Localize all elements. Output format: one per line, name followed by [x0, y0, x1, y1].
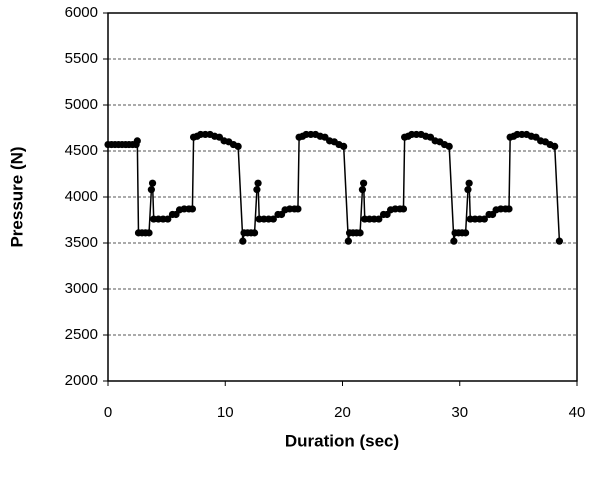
- y-tick-label: 5000: [65, 96, 98, 113]
- data-point: [450, 237, 458, 245]
- data-point: [551, 142, 559, 150]
- data-point: [188, 205, 197, 213]
- data-point: [250, 229, 259, 237]
- x-tick-label: 30: [451, 404, 468, 421]
- data-point: [399, 205, 408, 213]
- y-tick-label: 3000: [65, 280, 98, 297]
- data-point: [360, 179, 368, 187]
- data-point: [465, 179, 473, 187]
- x-tick-label: 0: [104, 404, 112, 421]
- data-point: [464, 186, 472, 194]
- data-point: [340, 142, 348, 150]
- data-point: [445, 142, 453, 150]
- data-point: [164, 215, 172, 223]
- data-point: [254, 179, 262, 187]
- y-tick-label: 4000: [65, 188, 98, 205]
- y-tick-label: 6000: [65, 4, 98, 21]
- x-tick-label: 20: [334, 404, 351, 421]
- data-point: [234, 142, 242, 150]
- y-tick-label: 5500: [65, 50, 98, 67]
- x-axis-title: Duration (sec): [285, 431, 399, 450]
- y-tick-label: 2500: [65, 326, 98, 343]
- plot-frame: [107, 12, 578, 382]
- x-tick-label: 10: [217, 404, 234, 421]
- x-tick-label: 40: [569, 404, 586, 421]
- data-point: [344, 237, 352, 245]
- data-point: [505, 205, 513, 213]
- data-point: [356, 229, 364, 237]
- data-point: [269, 215, 277, 223]
- data-point: [147, 186, 155, 194]
- y-tick-label: 3500: [65, 234, 98, 251]
- data-point: [480, 215, 488, 223]
- data-line: [108, 133, 561, 242]
- y-axis-title: Pressure (N): [7, 146, 26, 247]
- data-point: [358, 186, 367, 194]
- data-point: [253, 186, 261, 194]
- data-point: [462, 229, 470, 237]
- y-tick-label: 2000: [65, 372, 98, 389]
- data-point: [148, 179, 157, 187]
- y-tick-label: 4500: [65, 142, 98, 159]
- data-point: [239, 237, 247, 245]
- data-point: [294, 205, 302, 213]
- data-point: [375, 215, 383, 223]
- data-point: [145, 229, 153, 237]
- data-point: [133, 137, 141, 145]
- data-point: [555, 237, 564, 245]
